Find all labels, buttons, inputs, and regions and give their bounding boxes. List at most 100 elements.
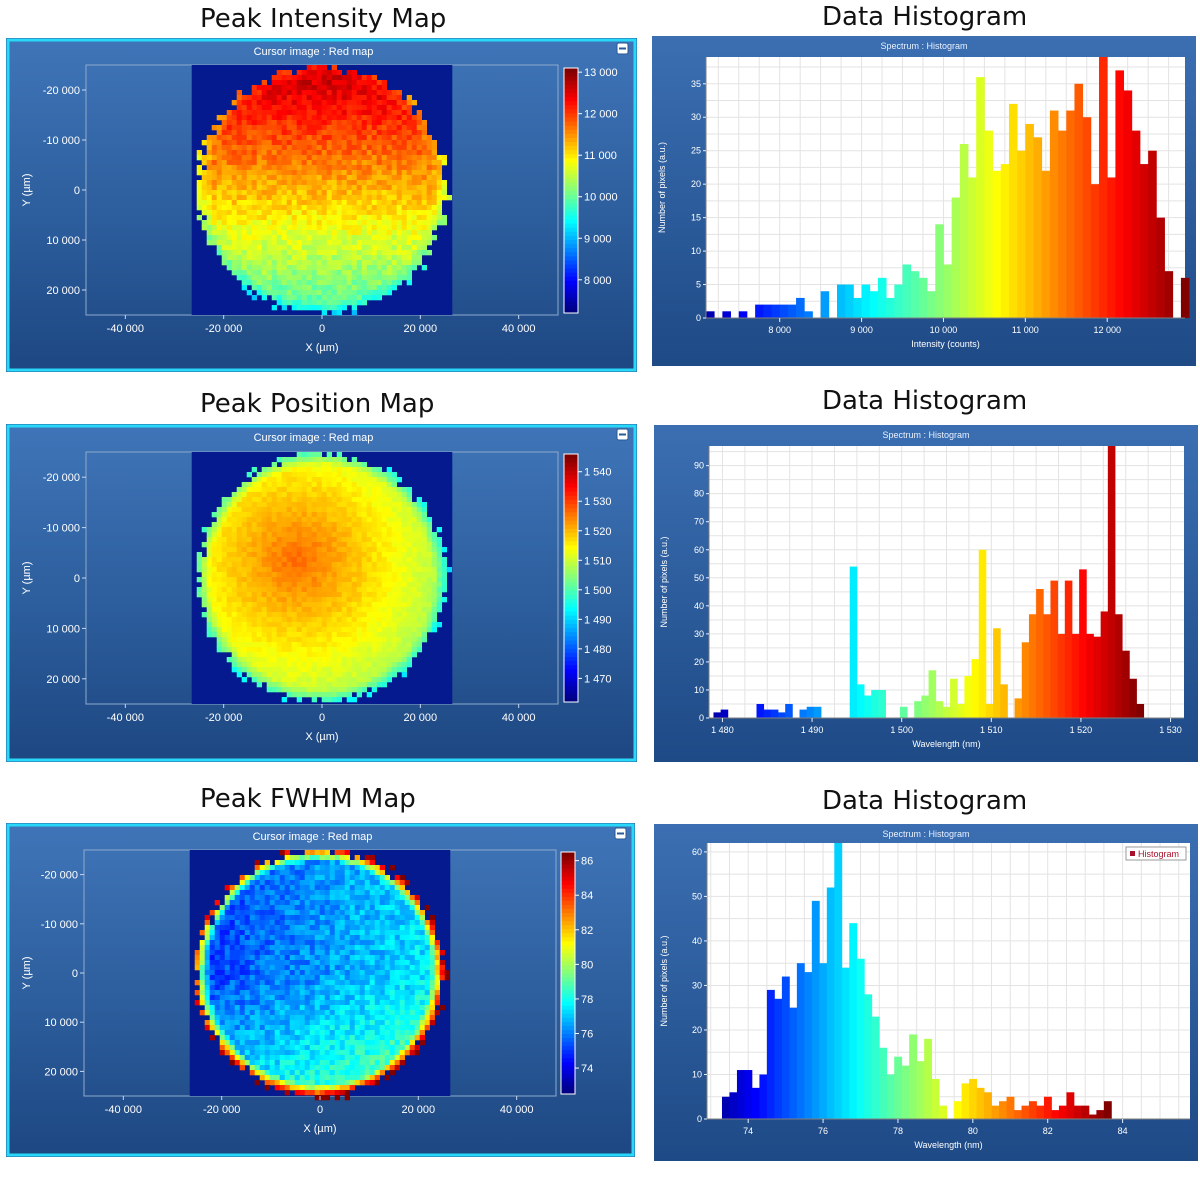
y-tick-label: 0 (74, 573, 80, 585)
histogram-bar (756, 703, 765, 718)
position-map-panel: Cursor image : Red map -40 000 -20 000 0 20 … (6, 424, 637, 762)
histogram-bar (921, 695, 929, 718)
histogram-bar (856, 684, 865, 718)
histogram-bar (826, 887, 835, 1119)
histogram-bar (779, 304, 789, 318)
histogram-bar (935, 224, 944, 318)
y-tick-label: -10 000 (41, 919, 78, 931)
histogram-bar (1036, 1105, 1045, 1119)
histogram-bar (943, 264, 953, 318)
y-tick-label: 40 (694, 601, 704, 611)
colorbar-tick-label: 1 470 (584, 673, 612, 685)
histogram-bar (781, 976, 790, 1119)
histogram-bar (1164, 271, 1174, 318)
colorbar-tick-label: 76 (581, 1029, 593, 1041)
histogram-bar (1093, 636, 1102, 718)
x-tick-label: 82 (1043, 1126, 1053, 1136)
map-title: Cursor image : Red map (254, 46, 374, 58)
histogram-bar (894, 1056, 903, 1119)
histogram-bar (841, 967, 850, 1119)
histogram-bar (1148, 150, 1157, 318)
histogram-bar (774, 998, 783, 1119)
fwhm-hist-panel: Spectrum : Histogram 74 76 78 80 82 84 0 10 20 30 4… (654, 824, 1198, 1161)
y-tick-label: 20 000 (44, 1066, 78, 1078)
colorbar-border (563, 67, 579, 314)
x-tick-label: -40 000 (107, 712, 144, 724)
x-tick-label: 0 (319, 712, 325, 724)
y-axis-label: Y (µm) (21, 173, 33, 206)
histogram-bar (877, 277, 887, 318)
y-tick-label: 20 000 (46, 674, 80, 686)
x-tick-label: 1 510 (980, 725, 1003, 735)
histogram-bar (1041, 170, 1051, 318)
position-map-title: Peak Position Map (200, 389, 435, 419)
histogram-bar (759, 1074, 768, 1119)
histogram-bar (806, 706, 815, 718)
histogram-bar (971, 659, 980, 718)
histogram-bar (861, 284, 871, 318)
histogram-bar (924, 1038, 933, 1119)
histogram-bar (1115, 70, 1124, 318)
histogram-bar (1066, 1092, 1075, 1119)
x-tick-label: -40 000 (107, 323, 144, 335)
histogram-bar (1131, 130, 1141, 318)
y-tick-label: 20 (694, 657, 704, 667)
y-tick-label: -20 000 (41, 870, 78, 882)
legend-label: Histogram (1138, 849, 1179, 859)
colorbar-tick-label: 11 000 (584, 150, 617, 162)
intensity-hist-panel: Spectrum : Histogram 8 000 9 000 10 000 11 0… (652, 36, 1196, 366)
x-tick-label: 84 (1118, 1126, 1128, 1136)
histogram-title: Spectrum : Histogram (882, 829, 969, 839)
histogram-bar (1103, 1101, 1112, 1119)
histogram-bar (785, 703, 793, 718)
intensity-map-panel: Cursor image : Red map -40 000 -20 000 0 20 … (6, 38, 637, 372)
histogram-bar (755, 304, 764, 318)
x-tick-label: 20 000 (404, 323, 438, 335)
histogram-bar (778, 712, 786, 718)
histogram-bar (1107, 177, 1116, 318)
histogram-bar (819, 963, 828, 1119)
colorbar: 74 76 78 80 82 84 86 (560, 851, 593, 1095)
bars (713, 446, 1145, 718)
histogram-bar (991, 1105, 1000, 1119)
y-axis-label: Y (µm) (21, 956, 33, 989)
histogram-bar (789, 1007, 798, 1119)
x-tick-label: 1 530 (1159, 725, 1182, 735)
histogram-bar (902, 264, 912, 318)
x-tick-label: 40 000 (502, 712, 536, 724)
histogram-bar (1096, 1110, 1105, 1119)
x-tick-label: 8 000 (768, 325, 791, 335)
histogram-bar (894, 284, 903, 318)
histogram-bar (1000, 164, 1010, 318)
histogram-bar (871, 689, 879, 718)
y-tick-label: 60 (694, 545, 704, 555)
histogram-bar (811, 900, 820, 1119)
x-axis-label: Intensity (counts) (911, 339, 980, 349)
x-tick-label: 76 (818, 1126, 828, 1136)
bars (721, 843, 1112, 1119)
histogram-bar (813, 706, 822, 718)
histogram-bar (1074, 83, 1084, 319)
colorbar-border (563, 453, 579, 703)
y-tick-label: 25 (691, 146, 701, 156)
x-tick-label: 11 000 (1012, 325, 1039, 335)
y-tick-label: -20 000 (43, 472, 80, 484)
legend-box (1125, 846, 1187, 861)
map-pixels (196, 452, 453, 703)
histogram-bar (849, 566, 858, 718)
histogram-bar (954, 1101, 963, 1119)
histogram-bar (1028, 614, 1037, 718)
histogram-bar (1136, 703, 1145, 718)
histogram-bar (950, 678, 958, 718)
histogram-bar (1021, 642, 1030, 718)
histogram-bar (976, 1087, 985, 1119)
colorbar-tick-label: 78 (581, 994, 593, 1006)
histogram-bar (961, 1083, 970, 1119)
position-hist-panel: Spectrum : Histogram 1 480 1 490 1 500 1 510… (654, 425, 1198, 762)
y-tick-label: 10 000 (46, 235, 80, 247)
histogram-bar (1021, 1105, 1030, 1119)
y-tick-label: 0 (72, 968, 78, 980)
histogram-bar (845, 284, 854, 318)
histogram-bar (713, 712, 722, 718)
x-tick-label: -20 000 (205, 323, 242, 335)
